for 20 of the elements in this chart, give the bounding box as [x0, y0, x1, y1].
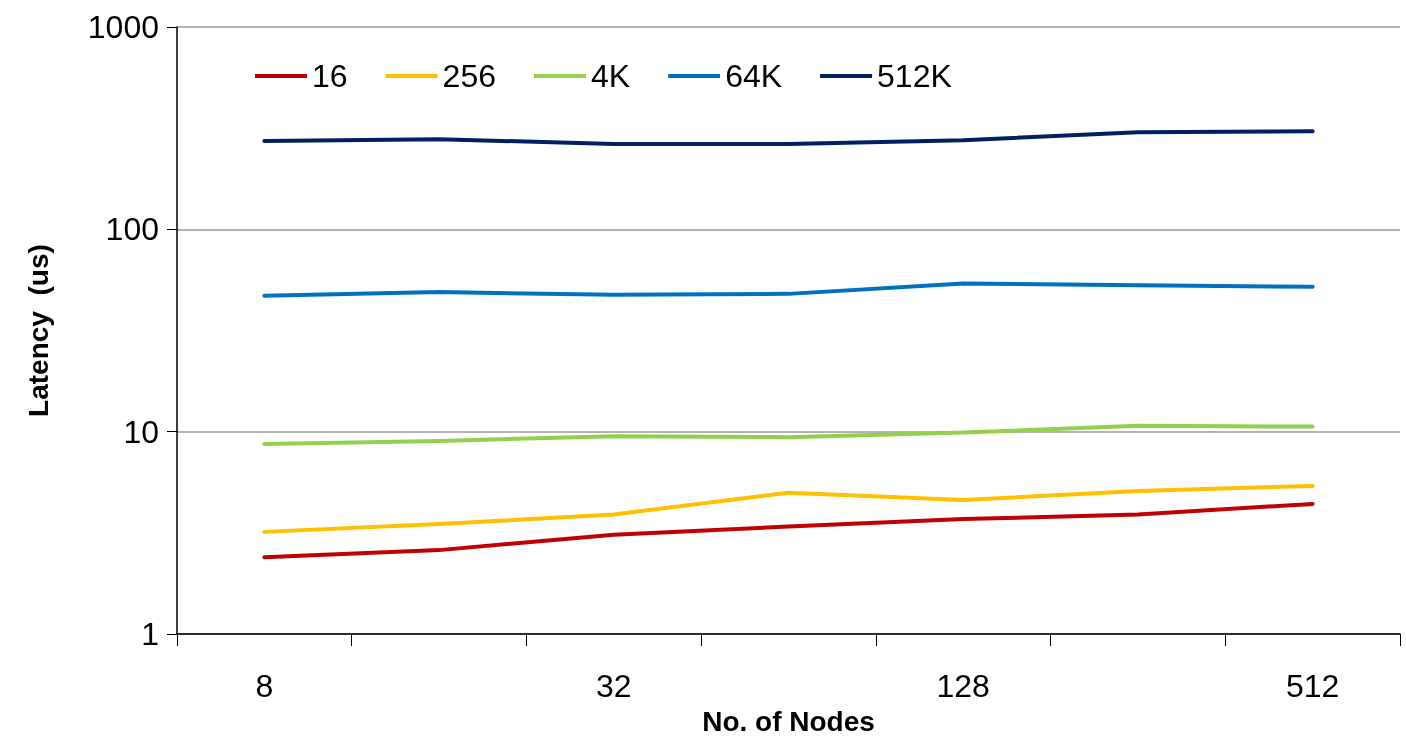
y-tick-label: 100	[105, 211, 159, 248]
line-series	[262, 483, 1315, 534]
x-tick-label: 512	[1285, 668, 1340, 705]
line-series	[262, 501, 1315, 560]
legend-label: 4K	[590, 58, 631, 94]
x-tick-label: 32	[595, 668, 632, 705]
line-series	[262, 129, 1315, 147]
y-tick-label: 10	[123, 413, 159, 450]
x-tick-label: 8	[255, 668, 274, 705]
y-axis-title: Latency (us)	[22, 244, 54, 417]
legend-label: 16	[312, 58, 348, 94]
x-axis-title: No. of Nodes	[702, 705, 875, 737]
line-series	[262, 423, 1315, 446]
legend-label: 256	[442, 58, 496, 94]
y-tick-label: 1000	[87, 9, 159, 45]
x-tick-label: 128	[936, 668, 990, 705]
legend-label: 64K	[725, 58, 783, 94]
y-tick-label: 1	[141, 616, 159, 653]
line-series	[262, 281, 1315, 298]
legend-label: 512K	[877, 58, 952, 94]
